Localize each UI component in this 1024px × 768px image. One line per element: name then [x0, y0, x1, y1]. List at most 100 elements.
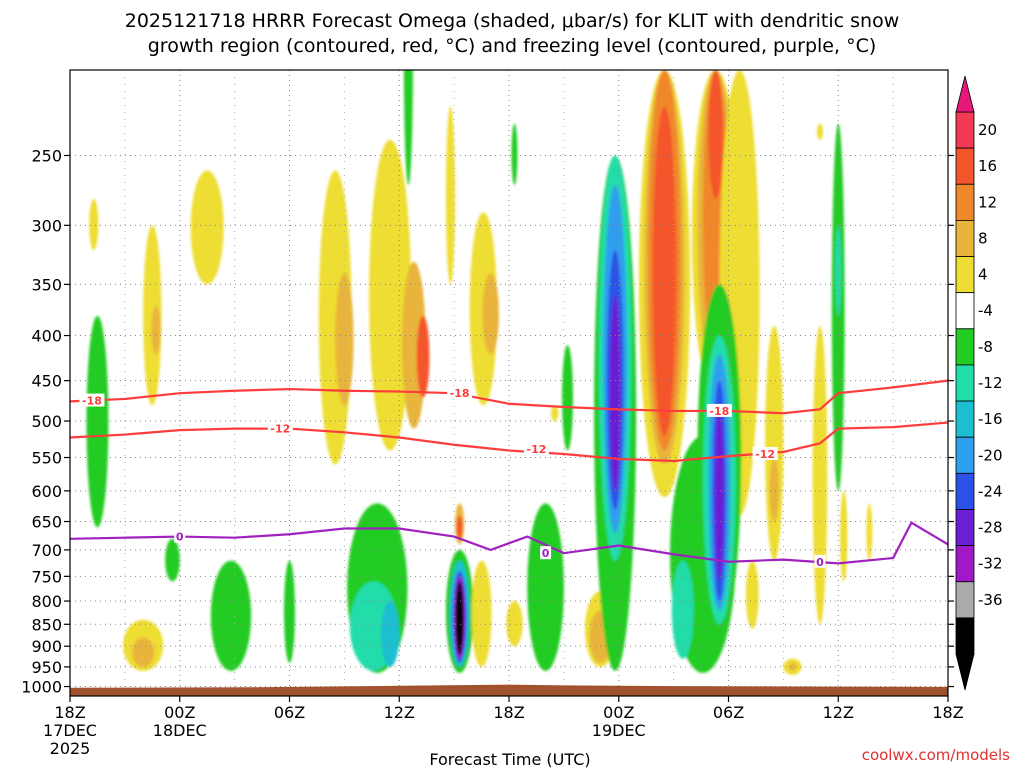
y-tick-label: 750	[31, 567, 62, 586]
colorbar-label: -4	[978, 302, 993, 320]
y-tick-label: 800	[31, 592, 62, 611]
colorbar-swatch	[955, 219, 975, 257]
omega-blob	[816, 123, 823, 140]
x-tick-label: 18Z	[54, 703, 85, 722]
omega-blob	[840, 490, 848, 582]
omega-blob	[89, 198, 99, 251]
x-tick-label: 12Z	[384, 703, 415, 722]
omega-blob	[769, 457, 779, 522]
y-tick-label: 650	[31, 513, 62, 532]
x-tick-date: 19DEC	[592, 721, 646, 740]
omega-blob	[151, 305, 161, 355]
omega-blob	[86, 315, 109, 528]
contour-label-bg	[447, 386, 473, 400]
colorbar-label: -32	[978, 555, 1003, 573]
omega-blob	[788, 662, 797, 671]
omega-blob	[511, 123, 518, 185]
contour-label: -12	[270, 423, 290, 436]
contour-label: -18	[450, 387, 470, 400]
omega-blob	[652, 106, 677, 437]
omega-blob	[562, 344, 574, 451]
y-axis: 250 300 350 400 450 500 550 600 650 700 750 800 850 9…	[21, 146, 954, 697]
colorbar-swatch	[955, 400, 975, 438]
x-tick-label: 18Z	[932, 703, 963, 722]
omega-blob	[190, 170, 224, 285]
contour-label-bg	[814, 554, 826, 568]
x-tick-date: 18DEC	[153, 721, 207, 740]
colorbar-label: -24	[978, 482, 1003, 500]
contour-label: 0	[816, 556, 824, 569]
y-tick-label: 300	[31, 216, 62, 235]
omega-blob	[335, 273, 354, 406]
colorbar-swatch	[955, 472, 975, 510]
chart-title-line2: growth region (contoured, red, °C) and f…	[148, 35, 877, 57]
contour-label: -12	[755, 448, 775, 461]
omega-blob	[745, 560, 759, 629]
omega-blob	[708, 70, 724, 199]
omega-blob	[866, 503, 873, 561]
colorbar-label: 12	[978, 193, 997, 211]
omega-blob	[456, 515, 463, 539]
y-tick-label: 450	[31, 372, 62, 391]
omega-blob	[210, 560, 252, 671]
omega-blob	[714, 405, 724, 582]
contour-label: 0	[176, 531, 184, 544]
omega-blob	[482, 273, 499, 355]
colorbar-label: 16	[978, 157, 997, 175]
x-tick-label: 06Z	[274, 703, 305, 722]
colorbar-swatch	[955, 183, 975, 221]
omega-blob	[165, 538, 180, 582]
omega-blob	[143, 225, 162, 406]
x-tick-year: 2025	[50, 739, 91, 758]
omega-blob	[403, 70, 413, 185]
omega-blob	[609, 295, 621, 491]
colorbar-label: -20	[978, 446, 1003, 464]
chart-title-line1: 2025121718 HRRR Forecast Omega (shaded, …	[125, 10, 900, 32]
contour-label: -18	[709, 405, 729, 418]
omega-blob	[369, 139, 412, 451]
terrain-band	[70, 684, 948, 696]
x-tick-label: 18Z	[493, 703, 524, 722]
watermark: coolwx.com/models	[862, 746, 1010, 764]
colorbar-bottom-cap	[955, 653, 975, 691]
y-tick-label: 950	[31, 658, 62, 677]
y-tick-label: 550	[31, 449, 62, 468]
colorbar-label: -12	[978, 374, 1003, 392]
contour-label-bg	[174, 529, 186, 543]
colorbar-swatch	[955, 256, 975, 294]
colorbar-swatch	[955, 328, 975, 366]
colorbar-top-cap	[955, 75, 975, 113]
y-tick-label: 600	[31, 482, 62, 501]
omega-blob	[132, 637, 155, 667]
colorbar-label: 20	[978, 121, 997, 139]
y-tick-label: 1000	[21, 678, 62, 697]
ground-terrain	[70, 684, 948, 696]
x-tick-label: 06Z	[713, 703, 744, 722]
colorbar-label: -8	[978, 338, 993, 356]
y-tick-label: 250	[31, 146, 62, 165]
contour-label-bg	[79, 393, 105, 407]
colorbar-swatch	[955, 509, 975, 547]
colorbar-swatch	[955, 147, 975, 185]
y-tick-label: 400	[31, 327, 62, 346]
omega-blob	[506, 601, 523, 647]
contour-label: 0	[542, 547, 550, 560]
x-tick-label: 00Z	[603, 703, 634, 722]
contour-labels: -18 -18 -18 -12 -12 -12 0 0 0	[79, 386, 826, 569]
contour-label: -12	[527, 443, 547, 456]
omega-blob	[527, 503, 564, 671]
omega-blob	[812, 325, 828, 625]
y-tick-label: 350	[31, 275, 62, 294]
omega-blob	[471, 560, 492, 667]
contour-line	[70, 521, 948, 565]
contour-label: -18	[82, 395, 102, 408]
colorbar-swatch	[955, 292, 975, 330]
y-tick-label: 500	[31, 412, 62, 431]
contour-label-bg	[267, 421, 293, 435]
contour-label-bg	[752, 447, 778, 461]
y-tick-label: 700	[31, 541, 62, 560]
colorbar-swatch	[955, 545, 975, 583]
omega-blob	[551, 405, 559, 422]
contour-label-bg	[540, 546, 552, 560]
